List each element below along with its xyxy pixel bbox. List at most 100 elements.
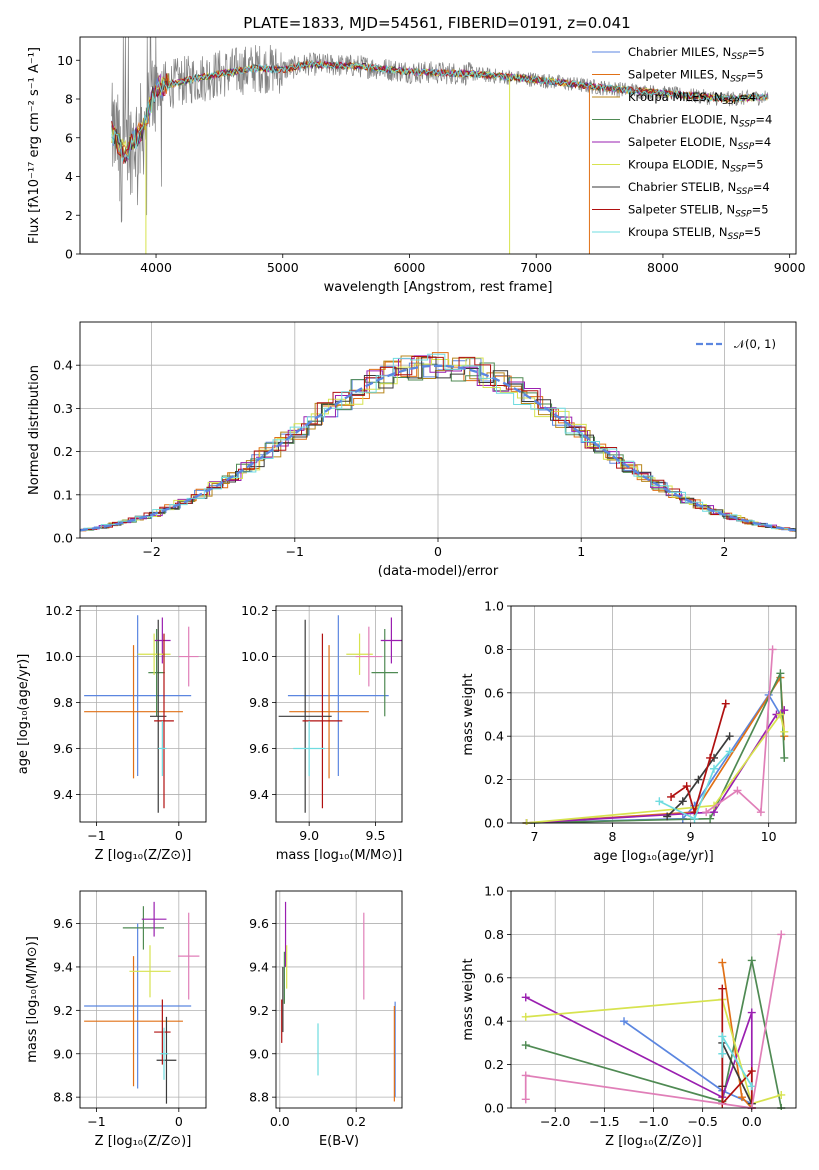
errorbar-point: [84, 615, 192, 777]
x-tick-label: 0.0: [742, 1114, 762, 1129]
point-marker: [747, 956, 756, 965]
x-axis-label: age [log₁₀(age/yr)]: [593, 849, 714, 864]
x-axis-label: mass [log₁₀(M/M⊙)]: [276, 848, 403, 863]
point-marker: [655, 797, 664, 806]
x-tick-label: 0.2: [346, 1114, 366, 1129]
point-marker: [747, 1082, 756, 1091]
y-tick-label: 1.0: [484, 599, 504, 614]
spectrum-lines: [111, 37, 769, 254]
y-tick-label: 9.4: [53, 787, 73, 802]
axes-frame: [275, 890, 403, 1109]
legend-entry: Kroupa ELODIE, NSSP=5: [628, 158, 764, 175]
series-line: [526, 672, 786, 824]
y-tick-label: 0.2: [484, 772, 504, 787]
errorbar-point: [137, 633, 171, 675]
errorbar-point: [154, 633, 174, 809]
point-marker: [780, 753, 789, 762]
y-tick-label: 9.4: [53, 959, 73, 974]
legend-entry: 𝒩(0, 1): [734, 337, 776, 351]
series-line: [525, 998, 782, 1105]
point-marker: [663, 812, 672, 821]
legend-entry: Chabrier STELIB, NSSP=4: [628, 180, 770, 197]
point-marker: [521, 1041, 530, 1050]
series-line: [526, 712, 786, 824]
point-marker: [718, 984, 727, 993]
y-tick-label: 9.6: [249, 741, 269, 756]
y-tick-label: 10.0: [45, 649, 73, 664]
y-tick-label: 4: [65, 169, 73, 184]
axes-age-vs-Z: −1 0 9.4 9.6 9.8 10.0 10.2 Z [log₁₀(Z/Z⊙)] age […: [16, 603, 207, 863]
y-axis-label: age [log₁₀(age/yr)]: [16, 654, 31, 775]
errorbar-point: [154, 999, 171, 1065]
x-tick-label: 8000: [647, 260, 679, 275]
errorbar-point: [84, 923, 192, 1089]
point-marker: [620, 1017, 629, 1026]
axes-frame: [79, 605, 207, 823]
y-tick-label: 1.0: [484, 884, 504, 899]
point-marker: [682, 782, 691, 791]
normal-reference-curve: [80, 364, 796, 532]
point-marker: [776, 710, 785, 719]
y-tick-label: 9.6: [53, 916, 73, 931]
errorbar-point: [159, 1027, 169, 1080]
x-axis-label: Z [log₁₀(Z/Z⊙)]: [95, 848, 192, 863]
y-tick-label: 8: [65, 92, 73, 107]
errorbar-point: [289, 645, 369, 779]
y-tick-label: 6: [65, 130, 73, 145]
series-kroupa-stelib: [655, 747, 734, 823]
x-tick-label: 9: [687, 829, 695, 844]
x-axis-label: wavelength [Angstrom, rest frame]: [324, 280, 553, 295]
legend-entry: Kroupa STELIB, NSSP=5: [628, 225, 761, 242]
axes-frame: [79, 890, 207, 1109]
x-tick-label: −1: [87, 828, 105, 843]
series-line: [525, 996, 753, 1108]
axes-weight-vs-age: 7 8 9 10 0.0 0.2 0.4 0.6 0.8 1.0 age [log₁₀(age/yr…: [461, 599, 797, 864]
x-tick-label: 0.0: [270, 1114, 290, 1129]
point-marker: [678, 797, 687, 806]
point-marker: [694, 775, 703, 784]
series-chabrier-miles: [522, 690, 785, 825]
series-salpeter-elodie: [521, 993, 756, 1110]
x-tick-label: 9.5: [366, 828, 386, 843]
x-axis-label: E(B-V): [319, 1134, 359, 1149]
y-tick-label: 10.2: [45, 603, 73, 618]
errorbar-point: [371, 628, 399, 717]
errorbar-point: [287, 615, 389, 777]
histogram-kroupa-elodie: [80, 357, 796, 532]
y-tick-label: 9.6: [249, 916, 269, 931]
y-tick-label: 2: [65, 208, 73, 223]
errorbar-point: [302, 633, 343, 809]
errorbar-point: [178, 912, 200, 1000]
errorbar-point: [129, 945, 171, 998]
y-tick-label: 9.4: [249, 787, 269, 802]
series-salpeter-miles: [522, 673, 789, 825]
series-line: [526, 693, 782, 824]
point-marker: [776, 669, 785, 678]
chart-title: PLATE=1833, MJD=54561, FIBERID=0191, z=0…: [243, 14, 630, 32]
weight-lines: [522, 645, 789, 825]
legend: Chabrier MILES, NSSP=5 Salpeter MILES, NS…: [592, 45, 772, 242]
legend-entry: Kroupa MILES, NSSP=4: [628, 90, 756, 107]
point-marker: [777, 1090, 786, 1099]
errorbar-point: [84, 645, 183, 779]
errorbar-point: [122, 906, 164, 950]
weight-lines: [521, 930, 786, 1110]
x-tick-label: −1.0: [638, 1114, 668, 1129]
axes-frame: [79, 36, 797, 255]
point-marker: [521, 1095, 530, 1104]
y-tick-label: 0.3: [53, 401, 73, 416]
errorbar-point: [178, 626, 199, 687]
x-tick-label: 6000: [394, 260, 426, 275]
x-tick-label: 0: [175, 828, 183, 843]
y-tick-label: 9.8: [53, 695, 73, 710]
x-tick-label: 5000: [267, 260, 299, 275]
y-axis-label: mass [log₁₀(M/M⊙)]: [25, 936, 40, 1063]
y-tick-label: 0.1: [53, 487, 73, 502]
y-tick-label: 9.0: [53, 1046, 73, 1061]
axes-mass-vs-EBV: 0.0 0.2 8.8 9.0 9.2 9.4 9.6 E(B-V): [249, 890, 403, 1149]
point-marker: [777, 930, 786, 939]
axes-age-vs-mass: 9.0 9.5 9.4 9.6 9.8 10.0 10.2 mass [log₁₀(M/M⊙)…: [241, 603, 403, 863]
error-bars: [84, 901, 200, 1104]
x-tick-label: 4000: [140, 260, 172, 275]
